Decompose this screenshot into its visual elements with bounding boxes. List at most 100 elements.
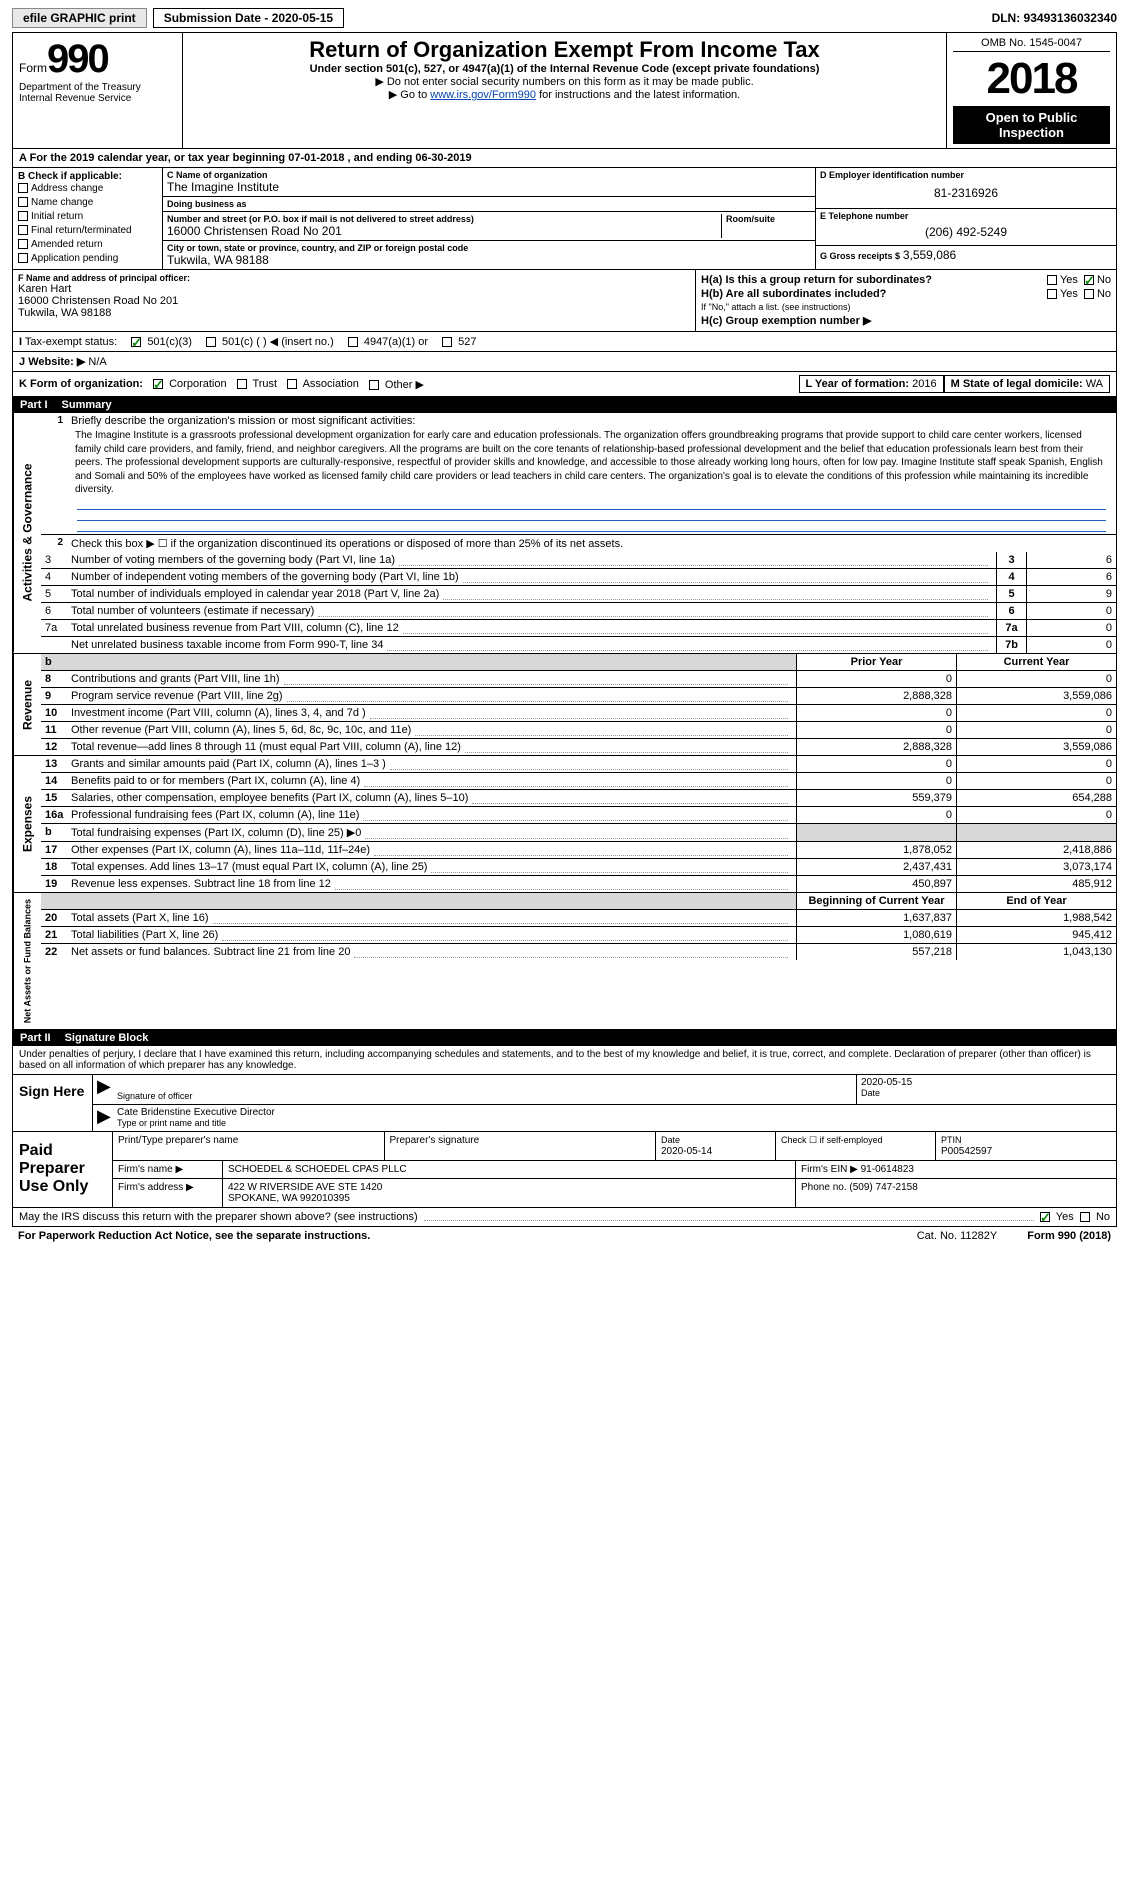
fin-row: 8Contributions and grants (Part VIII, li… (41, 670, 1116, 687)
ha-no: No (1097, 274, 1111, 286)
gov-row: 5Total number of individuals employed in… (41, 585, 1116, 602)
firm-ein-label: Firm's EIN ▶ (801, 1164, 858, 1175)
gross-value: 3,559,086 (903, 248, 956, 262)
box-h: H(a) Is this a group return for subordin… (696, 270, 1116, 331)
fin-row: 12Total revenue—add lines 8 through 11 (… (41, 738, 1116, 755)
discuss-no[interactable]: No (1080, 1211, 1110, 1223)
name-title-label: Type or print name and title (117, 1118, 226, 1128)
chk-other[interactable]: Other ▶ (369, 378, 424, 391)
omb-label: OMB No. 1545-0047 (953, 37, 1110, 52)
form-ref: Form 990 (2018) (1027, 1230, 1111, 1242)
fin-row: 17Other expenses (Part IX, column (A), l… (41, 841, 1116, 858)
irs-label: Internal Revenue Service (19, 93, 176, 104)
chk-501c3[interactable]: 501(c)(3) (131, 336, 192, 348)
box-b: B Check if applicable: Address change Na… (13, 168, 163, 269)
page-footer: For Paperwork Reduction Act Notice, see … (12, 1227, 1117, 1245)
firm-addr-label: Firm's address ▶ (113, 1179, 223, 1207)
part-i-body: Activities & Governance 1 Briefly descri… (12, 413, 1117, 1030)
ein-label: D Employer identification number (820, 170, 1112, 180)
chk-corporation[interactable]: Corporation (153, 378, 227, 390)
page: efile GRAPHIC print Submission Date - 20… (0, 0, 1129, 1253)
line2-text: Check this box ▶ ☐ if the organization d… (71, 537, 623, 550)
firm-name-label: Firm's name ▶ (113, 1161, 223, 1178)
form-title: Return of Organization Exempt From Incom… (189, 37, 940, 63)
chk-trust[interactable]: Trust (237, 378, 278, 390)
vlabel-net: Net Assets or Fund Balances (13, 893, 41, 1029)
gov-row: 4Number of independent voting members of… (41, 568, 1116, 585)
pra-notice: For Paperwork Reduction Act Notice, see … (18, 1230, 370, 1242)
tax-exempt-label: Tax-exempt status: (25, 336, 117, 348)
chk-final-return[interactable]: Final return/terminated (18, 224, 157, 238)
officer-label: F Name and address of principal officer: (18, 273, 690, 283)
fin-row: 18Total expenses. Add lines 13–17 (must … (41, 858, 1116, 875)
box-f: F Name and address of principal officer:… (13, 270, 696, 331)
chk-501c[interactable]: 501(c) ( ) ◀ (insert no.) (206, 335, 334, 348)
top-bar: efile GRAPHIC print Submission Date - 20… (12, 8, 1117, 28)
fin-row: 11Other revenue (Part VIII, column (A), … (41, 721, 1116, 738)
firm-phone: (509) 747-2158 (849, 1182, 917, 1193)
hc-label: H(c) Group exemption number ▶ (701, 314, 871, 327)
period-pre: For the 2019 calendar year, or tax year … (30, 152, 289, 164)
chk-address-change[interactable]: Address change (18, 182, 157, 196)
chk-527[interactable]: 527 (442, 336, 476, 348)
chk-association[interactable]: Association (287, 378, 359, 390)
org-name: The Imagine Institute (167, 180, 811, 194)
fin-row: bTotal fundraising expenses (Part IX, co… (41, 823, 1116, 841)
year-formation: 2016 (912, 378, 936, 390)
blank-line (77, 499, 1106, 510)
mission-label: Briefly describe the organization's miss… (71, 415, 415, 427)
officer-addr2: Tukwila, WA 98188 (18, 307, 690, 319)
fin-row: 22Net assets or fund balances. Subtract … (41, 943, 1116, 960)
discuss-yes[interactable]: Yes (1040, 1211, 1074, 1223)
dept-label: Department of the Treasury (19, 82, 176, 93)
ptin-label: PTIN (941, 1135, 962, 1145)
note-ssn: Do not enter social security numbers on … (189, 75, 940, 88)
period-row: A For the 2019 calendar year, or tax yea… (12, 149, 1117, 168)
org-name-label: C Name of organization (167, 170, 811, 180)
firm-addr1: 422 W RIVERSIDE AVE STE 1420 (228, 1182, 382, 1193)
chk-amended-return[interactable]: Amended return (18, 238, 157, 252)
box-c: C Name of organization The Imagine Insti… (163, 168, 816, 269)
firm-phone-label: Phone no. (801, 1182, 847, 1193)
section-expenses: Expenses 13Grants and similar amounts pa… (13, 755, 1116, 892)
part-i-title: Summary (62, 399, 112, 411)
chk-4947[interactable]: 4947(a)(1) or (348, 336, 428, 348)
gross-label: G Gross receipts $ (820, 251, 900, 261)
cat-no: Cat. No. 11282Y (917, 1230, 998, 1242)
section-revenue: Revenue b Prior Year Current Year 8Contr… (13, 653, 1116, 755)
sig-officer-label: Signature of officer (117, 1091, 192, 1101)
submission-date-label: Submission Date - 2020-05-15 (153, 8, 344, 28)
form-header: Form990 Department of the Treasury Inter… (12, 32, 1117, 149)
tax-year: 2018 (953, 54, 1110, 104)
firm-addr2: SPOKANE, WA 992010395 (228, 1193, 350, 1204)
arrow-icon: ▶ (93, 1105, 113, 1131)
fin-row: 13Grants and similar amounts paid (Part … (41, 756, 1116, 772)
part-i-header: Part I Summary (12, 397, 1117, 413)
chk-name-change[interactable]: Name change (18, 196, 157, 210)
box-b-heading: B Check if applicable: (18, 171, 157, 182)
part-ii-header: Part II Signature Block (12, 1030, 1117, 1046)
vlabel-governance: Activities & Governance (13, 413, 41, 653)
part-i-num: Part I (20, 399, 48, 411)
preparer-row-2: Firm's name ▶ SCHOEDEL & SCHOEDEL CPAS P… (113, 1161, 1116, 1179)
form-subtitle: Under section 501(c), 527, or 4947(a)(1)… (189, 63, 940, 75)
ptin-value: P00542597 (941, 1146, 992, 1157)
note2-pre: Go to (400, 89, 430, 101)
paid-preparer-label: Paid Preparer Use Only (13, 1132, 113, 1207)
blank-line (77, 510, 1106, 521)
chk-initial-return[interactable]: Initial return (18, 210, 157, 224)
form990-link[interactable]: www.irs.gov/Form990 (430, 89, 536, 101)
paid-preparer-grid: Paid Preparer Use Only Print/Type prepar… (13, 1131, 1116, 1207)
form-num: 990 (47, 37, 108, 81)
chk-application-pending[interactable]: Application pending (18, 252, 157, 266)
hb-yes: Yes (1060, 288, 1078, 300)
period-end: 06-30-2019 (415, 152, 471, 164)
self-emp-label: Check ☐ if self-employed (781, 1135, 883, 1145)
rev-header: b Prior Year Current Year (41, 654, 1116, 670)
sig-date: 2020-05-15 (861, 1077, 1112, 1088)
efile-print-button[interactable]: efile GRAPHIC print (12, 8, 147, 28)
officer-addr1: 16000 Christensen Road No 201 (18, 295, 690, 307)
sig-date-label: Date (861, 1088, 880, 1098)
kform-label: K Form of organization: (19, 378, 143, 390)
dln-label: DLN: 93493136032340 (992, 11, 1117, 25)
